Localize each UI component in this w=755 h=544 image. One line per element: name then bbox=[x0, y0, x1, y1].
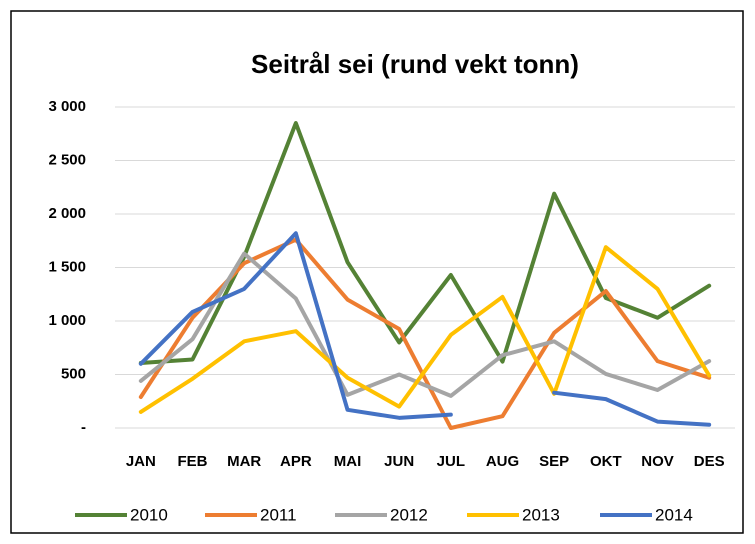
x-tick-label: APR bbox=[280, 453, 312, 470]
x-tick-label: NOV bbox=[641, 453, 674, 470]
x-tick-label: DES bbox=[694, 453, 725, 470]
series-line bbox=[138, 237, 712, 430]
x-tick-label: JUL bbox=[437, 453, 465, 470]
y-tick-label: 3 000 bbox=[48, 98, 86, 115]
legend-label: 2013 bbox=[522, 505, 560, 524]
series-line bbox=[138, 245, 712, 414]
legend-label: 2011 bbox=[260, 505, 297, 524]
x-tick-label: JUN bbox=[384, 453, 414, 470]
y-tick-label: 500 bbox=[61, 365, 86, 382]
series-line bbox=[138, 231, 712, 427]
series-line bbox=[138, 251, 712, 398]
chart-title: Seitrål sei (rund vekt tonn) bbox=[251, 49, 579, 79]
y-tick-label: 1 500 bbox=[48, 258, 86, 275]
legend-label: 2014 bbox=[655, 505, 693, 524]
x-tick-label: OKT bbox=[590, 453, 622, 470]
y-tick-label: 1 000 bbox=[48, 312, 86, 329]
x-tick-label: FEB bbox=[178, 453, 208, 470]
x-tick-label: MAR bbox=[227, 453, 261, 470]
legend-label: 2012 bbox=[390, 505, 428, 524]
x-tick-label: AUG bbox=[486, 453, 519, 470]
y-tick-label: 2 500 bbox=[48, 151, 86, 168]
x-tick-label: SEP bbox=[539, 453, 569, 470]
x-tick-label: JAN bbox=[126, 453, 156, 470]
legend-label: 2010 bbox=[130, 505, 168, 524]
y-tick-label: - bbox=[81, 419, 86, 436]
x-tick-label: MAI bbox=[334, 453, 362, 470]
chart-frame bbox=[10, 10, 744, 534]
y-tick-label: 2 000 bbox=[48, 205, 86, 222]
